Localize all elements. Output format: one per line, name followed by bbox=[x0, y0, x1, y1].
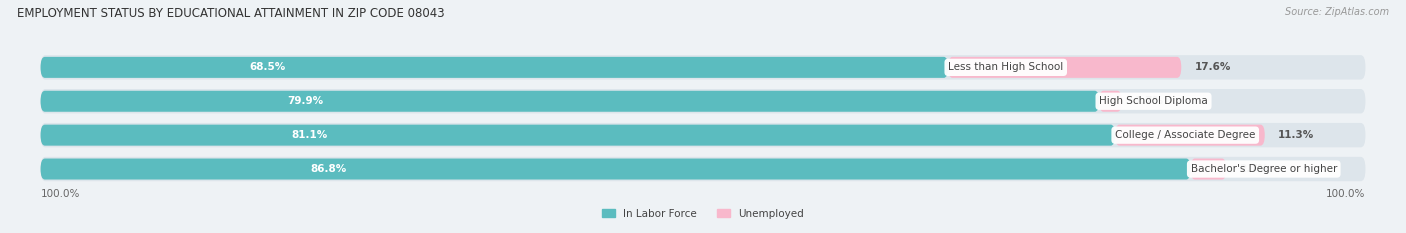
FancyBboxPatch shape bbox=[41, 89, 1365, 113]
Text: 79.9%: 79.9% bbox=[287, 96, 323, 106]
Text: 100.0%: 100.0% bbox=[1326, 189, 1365, 199]
Text: 17.6%: 17.6% bbox=[1195, 62, 1230, 72]
FancyBboxPatch shape bbox=[41, 91, 1099, 112]
FancyBboxPatch shape bbox=[948, 57, 1181, 78]
Text: Less than High School: Less than High School bbox=[948, 62, 1063, 72]
FancyBboxPatch shape bbox=[41, 125, 1115, 146]
Text: Source: ZipAtlas.com: Source: ZipAtlas.com bbox=[1285, 7, 1389, 17]
FancyBboxPatch shape bbox=[41, 57, 948, 78]
Text: EMPLOYMENT STATUS BY EDUCATIONAL ATTAINMENT IN ZIP CODE 08043: EMPLOYMENT STATUS BY EDUCATIONAL ATTAINM… bbox=[17, 7, 444, 20]
FancyBboxPatch shape bbox=[1191, 158, 1226, 180]
Legend: In Labor Force, Unemployed: In Labor Force, Unemployed bbox=[602, 209, 804, 219]
Text: 81.1%: 81.1% bbox=[291, 130, 328, 140]
FancyBboxPatch shape bbox=[41, 158, 1191, 180]
Text: Bachelor's Degree or higher: Bachelor's Degree or higher bbox=[1191, 164, 1337, 174]
FancyBboxPatch shape bbox=[41, 123, 1365, 147]
Text: 2.7%: 2.7% bbox=[1240, 164, 1268, 174]
FancyBboxPatch shape bbox=[41, 55, 1365, 79]
Text: 1.7%: 1.7% bbox=[1135, 96, 1164, 106]
Text: High School Diploma: High School Diploma bbox=[1099, 96, 1208, 106]
FancyBboxPatch shape bbox=[41, 157, 1365, 181]
Text: 100.0%: 100.0% bbox=[41, 189, 80, 199]
FancyBboxPatch shape bbox=[1099, 91, 1122, 112]
Text: 86.8%: 86.8% bbox=[309, 164, 346, 174]
Text: 68.5%: 68.5% bbox=[249, 62, 285, 72]
Text: College / Associate Degree: College / Associate Degree bbox=[1115, 130, 1256, 140]
Text: 11.3%: 11.3% bbox=[1278, 130, 1315, 140]
FancyBboxPatch shape bbox=[1115, 125, 1265, 146]
